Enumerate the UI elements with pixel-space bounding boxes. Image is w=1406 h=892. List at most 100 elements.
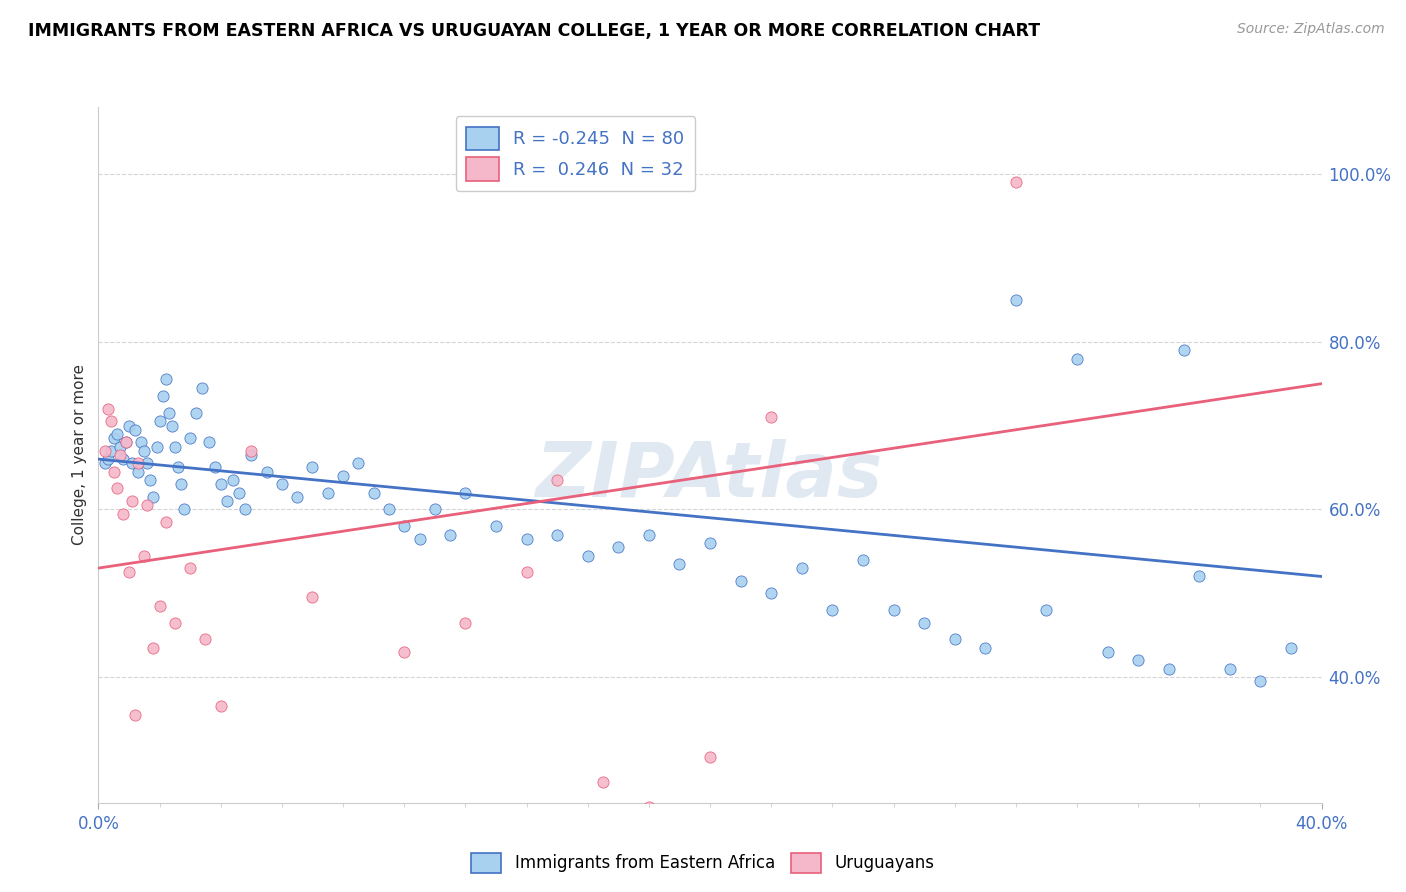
- Point: [454, 485, 477, 500]
- Point: [332, 468, 354, 483]
- Point: [111, 507, 134, 521]
- Point: [118, 566, 141, 580]
- Point: [97, 452, 120, 467]
- Point: [170, 477, 193, 491]
- Point: [668, 557, 690, 571]
- Y-axis label: College, 1 year or more: College, 1 year or more: [72, 365, 87, 545]
- Point: [1004, 293, 1026, 307]
- Point: [136, 456, 159, 470]
- Point: [516, 532, 538, 546]
- Point: [699, 749, 721, 764]
- Point: [115, 435, 138, 450]
- Point: [204, 460, 226, 475]
- Point: [134, 443, 156, 458]
- Text: Source: ZipAtlas.com: Source: ZipAtlas.com: [1237, 22, 1385, 37]
- Point: [1128, 653, 1150, 667]
- Point: [103, 465, 125, 479]
- Point: [197, 435, 219, 450]
- Point: [256, 465, 278, 479]
- Point: [852, 552, 875, 566]
- Legend: Immigrants from Eastern Africa, Uruguayans: Immigrants from Eastern Africa, Uruguaya…: [464, 847, 942, 880]
- Point: [186, 406, 208, 420]
- Point: [790, 561, 813, 575]
- Point: [93, 456, 115, 470]
- Point: [1188, 569, 1211, 583]
- Point: [209, 699, 232, 714]
- Point: [423, 502, 446, 516]
- Point: [285, 490, 308, 504]
- Point: [191, 381, 214, 395]
- Point: [179, 431, 201, 445]
- Point: [943, 632, 966, 647]
- Point: [157, 406, 180, 420]
- Text: IMMIGRANTS FROM EASTERN AFRICA VS URUGUAYAN COLLEGE, 1 YEAR OR MORE CORRELATION : IMMIGRANTS FROM EASTERN AFRICA VS URUGUA…: [28, 22, 1040, 40]
- Point: [1173, 343, 1195, 358]
- Point: [118, 418, 141, 433]
- Point: [100, 414, 122, 428]
- Point: [100, 443, 122, 458]
- Point: [233, 502, 256, 516]
- Point: [576, 549, 599, 563]
- Point: [761, 586, 783, 600]
- Point: [115, 435, 138, 450]
- Point: [516, 566, 538, 580]
- Point: [103, 431, 125, 445]
- Point: [392, 519, 416, 533]
- Point: [121, 456, 143, 470]
- Text: ZIPAtlas: ZIPAtlas: [536, 439, 884, 513]
- Point: [270, 477, 294, 491]
- Point: [139, 473, 162, 487]
- Point: [912, 615, 935, 630]
- Point: [1250, 674, 1272, 689]
- Point: [108, 448, 131, 462]
- Point: [761, 410, 783, 425]
- Point: [142, 490, 165, 504]
- Point: [301, 591, 323, 605]
- Point: [145, 440, 167, 454]
- Point: [592, 775, 614, 789]
- Point: [699, 536, 721, 550]
- Point: [408, 532, 430, 546]
- Point: [485, 519, 508, 533]
- Point: [124, 707, 146, 722]
- Point: [142, 640, 165, 655]
- Point: [121, 494, 143, 508]
- Point: [163, 615, 186, 630]
- Point: [228, 485, 250, 500]
- Point: [638, 800, 661, 814]
- Point: [136, 498, 159, 512]
- Point: [194, 632, 217, 647]
- Point: [97, 401, 120, 416]
- Point: [240, 443, 263, 458]
- Point: [546, 527, 568, 541]
- Point: [167, 460, 190, 475]
- Point: [1097, 645, 1119, 659]
- Point: [1219, 662, 1241, 676]
- Point: [1066, 351, 1088, 366]
- Point: [1035, 603, 1057, 617]
- Point: [1157, 662, 1180, 676]
- Point: [111, 452, 134, 467]
- Point: [316, 485, 339, 500]
- Point: [638, 527, 661, 541]
- Point: [179, 561, 201, 575]
- Point: [152, 389, 174, 403]
- Point: [974, 640, 997, 655]
- Point: [149, 599, 172, 613]
- Point: [392, 645, 416, 659]
- Point: [607, 540, 630, 554]
- Point: [363, 485, 385, 500]
- Point: [108, 440, 131, 454]
- Point: [93, 443, 115, 458]
- Point: [730, 574, 752, 588]
- Point: [209, 477, 232, 491]
- Point: [240, 448, 263, 462]
- Point: [155, 515, 177, 529]
- Point: [134, 549, 156, 563]
- Point: [301, 460, 323, 475]
- Point: [127, 465, 149, 479]
- Point: [129, 435, 152, 450]
- Point: [163, 440, 186, 454]
- Legend: R = -0.245  N = 80, R =  0.246  N = 32: R = -0.245 N = 80, R = 0.246 N = 32: [456, 116, 696, 192]
- Point: [1279, 640, 1302, 655]
